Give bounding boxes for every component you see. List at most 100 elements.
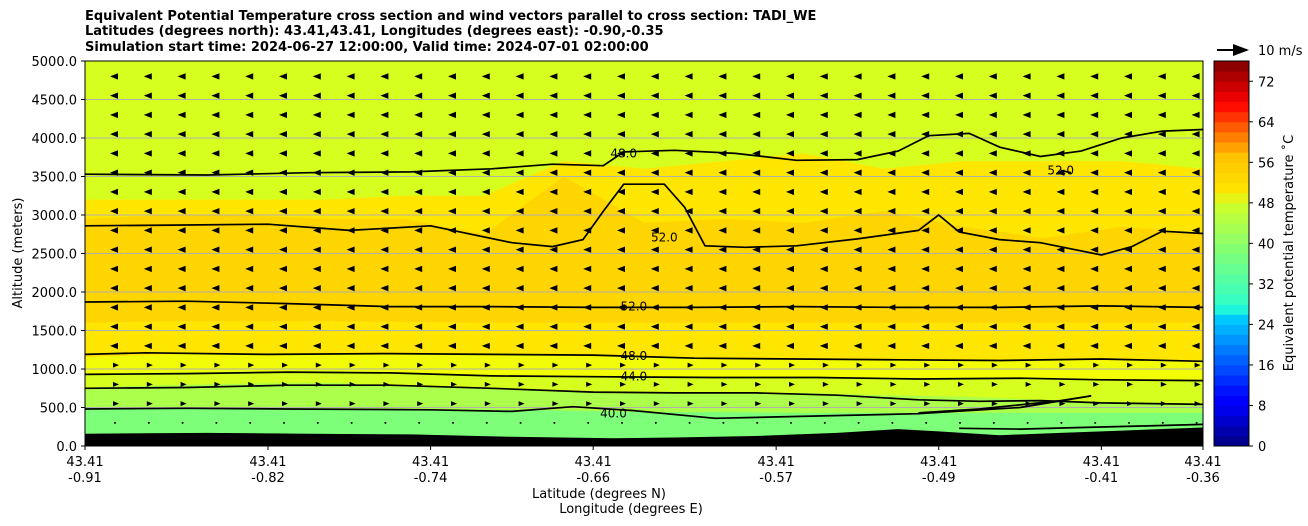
- y-axis-label: Altitude (meters): [11, 198, 26, 309]
- wind-vector: [959, 422, 961, 424]
- y-tick-label: 2000.0: [32, 286, 78, 301]
- quiver-key-label: 10 m/s: [1258, 44, 1303, 59]
- wind-vector: [587, 422, 589, 424]
- x-tick-label-lat: 43.41: [758, 455, 795, 470]
- colorbar-segment: [1214, 223, 1249, 234]
- wind-vector: [486, 422, 488, 424]
- colorbar-tick-label: 32: [1258, 278, 1275, 293]
- y-tick-label: 0.0: [56, 440, 77, 455]
- x-tick-label-lon: -0.66: [576, 471, 610, 486]
- wind-vector: [790, 422, 792, 424]
- y-tick-label: 500.0: [40, 402, 77, 417]
- wind-vector: [993, 422, 995, 424]
- wind-vector: [283, 422, 285, 424]
- wind-vector: [351, 422, 353, 424]
- colorbar-tick-label: 8: [1258, 399, 1266, 414]
- wind-vector: [1196, 422, 1198, 424]
- colorbar-tick-label: 48: [1258, 197, 1275, 212]
- colorbar-segment: [1214, 385, 1249, 396]
- x-axis-label-lat: Latitude (degrees N): [532, 487, 666, 502]
- wind-vector: [1128, 422, 1130, 424]
- wind-vector: [858, 422, 860, 424]
- wind-vector: [418, 422, 420, 424]
- x-tick-label-lat: 43.41: [1184, 455, 1221, 470]
- colorbar-segment: [1214, 426, 1249, 437]
- colorbar-segment: [1214, 183, 1249, 194]
- colorbar-segment: [1214, 132, 1249, 143]
- colorbar-segment: [1214, 405, 1249, 416]
- x-tick-label-lon: -0.49: [922, 471, 956, 486]
- y-tick-label: 3500.0: [32, 171, 78, 186]
- wind-vector: [756, 422, 758, 424]
- wind-vector: [317, 422, 319, 424]
- wind-vector: [891, 422, 893, 424]
- colorbar-segment: [1214, 233, 1249, 244]
- colorbar-tick-label: 16: [1258, 359, 1275, 374]
- wind-vector: [182, 422, 184, 424]
- colorbar-segment: [1214, 243, 1249, 254]
- wind-vector: [384, 422, 386, 424]
- x-tick-label-lon: -0.57: [759, 471, 793, 486]
- contour-label: 52.0: [1047, 163, 1074, 177]
- colorbar-segment: [1214, 142, 1249, 153]
- colorbar-segment: [1214, 112, 1249, 123]
- x-tick-label-lon: -0.91: [68, 471, 102, 486]
- colorbar-tick-label: 40: [1258, 237, 1275, 252]
- wind-vector: [148, 422, 150, 424]
- x-tick-label-lon: -0.82: [251, 471, 285, 486]
- wind-vector: [249, 422, 251, 424]
- y-tick-label: 1500.0: [32, 325, 78, 340]
- y-tick-label: 4500.0: [32, 94, 78, 109]
- wind-vector: [520, 422, 522, 424]
- colorbar-segment: [1214, 162, 1249, 173]
- wind-vector: [1027, 422, 1029, 424]
- colorbar: 081624324048566472: [1214, 61, 1275, 455]
- colorbar-segment: [1214, 213, 1249, 224]
- colorbar-segment: [1214, 264, 1249, 275]
- colorbar-segment: [1214, 91, 1249, 102]
- colorbar-tick-label: 64: [1258, 116, 1275, 131]
- x-tick-label-lat: 43.41: [1083, 455, 1120, 470]
- colorbar-segment: [1214, 254, 1249, 265]
- contour-label: 40.0: [600, 407, 627, 421]
- x-axis-label-lon: Longitude (degrees E): [559, 502, 703, 517]
- x-tick-label-lat: 43.41: [575, 455, 612, 470]
- colorbar-segment: [1214, 122, 1249, 133]
- quiver-key: 10 m/s: [1217, 44, 1303, 59]
- y-tick-label: 4000.0: [32, 132, 78, 147]
- y-tick-label: 3000.0: [32, 209, 78, 224]
- colorbar-segment: [1214, 274, 1249, 285]
- wind-vector: [925, 422, 927, 424]
- colorbar-tick-label: 24: [1258, 318, 1275, 333]
- colorbar-segment: [1214, 152, 1249, 163]
- wind-vector: [1162, 422, 1164, 424]
- colorbar-segment: [1214, 345, 1249, 356]
- wind-vector: [621, 422, 623, 424]
- x-tick-label-lat: 43.41: [412, 455, 449, 470]
- colorbar-segment: [1214, 294, 1249, 305]
- wind-vector: [722, 422, 724, 424]
- x-tick-label-lon: -0.41: [1085, 471, 1119, 486]
- colorbar-segment: [1214, 284, 1249, 295]
- contour-label: 48.0: [610, 146, 637, 160]
- x-tick-label-lat: 43.41: [249, 455, 286, 470]
- colorbar-segment: [1214, 416, 1249, 427]
- colorbar-segment: [1214, 61, 1249, 72]
- wind-vector: [1094, 422, 1096, 424]
- colorbar-segment: [1214, 203, 1249, 214]
- y-tick-label: 1000.0: [32, 363, 78, 378]
- colorbar-segment: [1214, 71, 1249, 82]
- colorbar-segment: [1214, 314, 1249, 325]
- colorbar-label: Equivalent potential temperature ˚C: [1281, 135, 1297, 371]
- colorbar-segment: [1214, 193, 1249, 204]
- colorbar-tick-label: 0: [1258, 440, 1266, 455]
- colorbar-segment: [1214, 102, 1249, 113]
- colorbar-segment: [1214, 395, 1249, 406]
- plot-area: 40.044.048.052.052.048.052.0: [85, 61, 1203, 446]
- wind-vector: [655, 422, 657, 424]
- colorbar-segment: [1214, 335, 1249, 346]
- x-tick-label-lat: 43.41: [920, 455, 957, 470]
- colorbar-tick-label: 56: [1258, 156, 1275, 171]
- wind-vector: [114, 422, 116, 424]
